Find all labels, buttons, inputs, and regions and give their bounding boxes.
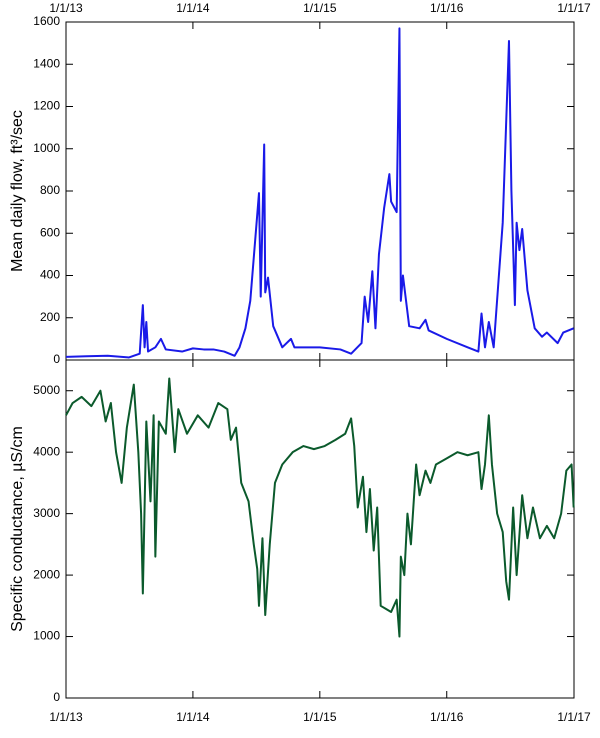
- y-tick-label: 0: [53, 690, 60, 704]
- y-tick-label: 800: [40, 183, 60, 197]
- x-tick-label: 1/1/15: [303, 1, 337, 15]
- y-tick-label: 2000: [33, 567, 60, 581]
- y-tick-label: 1200: [33, 99, 60, 113]
- x-tick-label: 1/1/13: [49, 1, 83, 15]
- x-tick-label: 1/1/13: [49, 710, 83, 724]
- x-tick-label: 1/1/16: [430, 1, 464, 15]
- y-tick-label: 1600: [33, 14, 60, 28]
- y-tick-label: 600: [40, 225, 60, 239]
- y-tick-label: 1000: [33, 141, 60, 155]
- x-tick-label: 1/1/17: [557, 710, 591, 724]
- x-tick-label: 1/1/15: [303, 710, 337, 724]
- y-tick-label: 1000: [33, 629, 60, 643]
- y-tick-label: 0: [53, 352, 60, 366]
- x-tick-label: 1/1/16: [430, 710, 464, 724]
- y-tick-label: 1400: [33, 56, 60, 70]
- data-line: [65, 27, 575, 359]
- y-tick-label: 4000: [33, 444, 60, 458]
- x-tick-label: 1/1/17: [557, 1, 591, 15]
- x-tick-label: 1/1/14: [176, 1, 210, 15]
- y-axis-label: Specific conductance, µS/cm: [9, 426, 26, 632]
- y-tick-label: 200: [40, 310, 60, 324]
- y-axis-label: Mean daily flow, ft³/sec: [9, 110, 26, 272]
- y-tick-label: 5000: [33, 383, 60, 397]
- y-tick-label: 3000: [33, 506, 60, 520]
- data-line: [65, 377, 575, 638]
- y-tick-label: 400: [40, 268, 60, 282]
- x-tick-label: 1/1/14: [176, 710, 210, 724]
